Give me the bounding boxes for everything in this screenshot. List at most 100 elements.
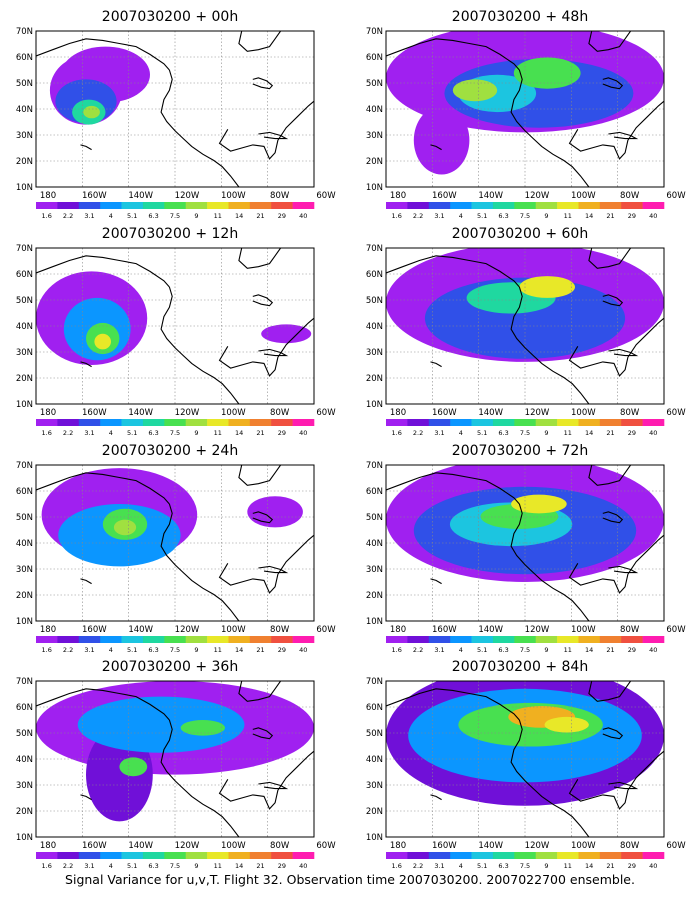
shading-field	[386, 31, 664, 175]
colorbar-swatch	[57, 636, 80, 643]
colorbar-label: 11	[564, 429, 572, 437]
lon-label: 100W	[571, 191, 596, 201]
coastline	[258, 131, 289, 140]
coastline	[238, 681, 282, 702]
lat-label: 60N	[366, 703, 383, 713]
colorbar-swatch	[557, 636, 579, 643]
lat-label: 50N	[16, 729, 33, 739]
lon-label: 80W	[270, 841, 290, 851]
lat-label: 30N	[16, 131, 33, 141]
colorbar-label: 6.3	[148, 429, 158, 437]
coastline	[602, 727, 624, 740]
colorbar-label: 11	[564, 862, 572, 870]
colorbar-swatch	[185, 419, 208, 426]
lat-label: 20N	[16, 591, 33, 601]
colorbar-swatch	[185, 202, 208, 209]
colorbar-swatch	[228, 852, 251, 859]
map-frame	[385, 680, 665, 838]
colorbar-swatch	[514, 852, 536, 859]
variance-contour	[83, 105, 100, 119]
colorbar-label: 3.1	[84, 212, 94, 220]
colorbar-label: 3.1	[434, 646, 444, 654]
coastline	[252, 727, 274, 740]
coastline	[36, 688, 170, 721]
lat-label: 40N	[366, 322, 383, 332]
panel-36h: 2007030200 + 36h 70N 60N 50N 40N 30N 20N 10N 18…	[0, 658, 340, 874]
colorbar-swatch	[121, 419, 144, 426]
colorbar-swatch	[249, 419, 272, 426]
colorbar-swatch	[642, 419, 665, 426]
lat-label: 60N	[366, 53, 383, 63]
coastline	[430, 361, 442, 368]
coastlines	[386, 31, 664, 187]
coastline	[602, 294, 624, 307]
lon-label: 180	[40, 841, 56, 851]
map-frame	[35, 464, 315, 622]
variance-contour	[180, 720, 225, 736]
coastline	[386, 472, 520, 505]
colorbar-label: 11	[564, 212, 572, 220]
lon-label: 120W	[525, 191, 550, 201]
colorbar-swatch	[142, 636, 165, 643]
lat-label: 40N	[16, 755, 33, 765]
colorbar-swatch	[642, 636, 665, 643]
coastline	[218, 100, 314, 160]
coastline	[608, 565, 639, 574]
coastline	[386, 255, 520, 288]
colorbar-swatch	[557, 852, 579, 859]
colorbar-label: 2.2	[413, 212, 423, 220]
lon-label: 160W	[82, 191, 107, 201]
panel-72h: 2007030200 + 72h 70N 60N 50N 40N 30N 20N 10N 18…	[350, 442, 690, 658]
colorbar-swatch	[78, 419, 101, 426]
colorbar-label: 4	[109, 646, 113, 654]
colorbar-label: 29	[278, 862, 286, 870]
panel-title: 2007030200 + 24h	[101, 443, 239, 459]
colorbar-label: 3.1	[84, 862, 94, 870]
colorbar-swatch	[642, 852, 665, 859]
coastlines	[36, 31, 314, 187]
colorbar-swatch	[142, 202, 165, 209]
colorbar-label: 4	[109, 212, 113, 220]
map-frame	[35, 30, 315, 188]
lat-label: 20N	[366, 157, 383, 167]
colorbar-label: 5.1	[477, 212, 487, 220]
coastline	[510, 503, 590, 621]
lat-label: 30N	[16, 781, 33, 791]
lat-label: 70N	[16, 244, 33, 254]
colorbar-label: 6.3	[498, 212, 508, 220]
colorbar-swatch	[100, 636, 122, 643]
lon-label: 80W	[270, 191, 290, 201]
lat-label: 40N	[366, 105, 383, 115]
lat-label: 20N	[366, 591, 383, 601]
map-36h: 70N 60N 50N 40N 30N 20N 10N 180 160W 140W 120W 100W…	[16, 677, 336, 870]
colorbar-label: 11	[214, 646, 222, 654]
coastline	[160, 286, 240, 404]
lat-label: 30N	[366, 565, 383, 575]
colorbar-swatch	[228, 636, 251, 643]
lon-label: 180	[390, 625, 406, 635]
colorbar-label: 7.5	[520, 646, 530, 654]
colorbar-label: 29	[278, 429, 286, 437]
colorbar-label: 14	[585, 429, 593, 437]
colorbar-label: 3.1	[84, 646, 94, 654]
shading-field	[49, 46, 150, 125]
colorbar-label: 9	[194, 646, 198, 654]
lon-label: 60W	[666, 625, 686, 635]
colorbar-label: 29	[278, 212, 286, 220]
lon-label: 60W	[666, 408, 686, 418]
colorbar-swatch	[407, 852, 430, 859]
colorbar-label: 29	[278, 646, 286, 654]
colorbar-swatch	[121, 202, 144, 209]
colorbar-swatch	[578, 419, 601, 426]
lat-label: 60N	[16, 487, 33, 497]
colorbar-label: 29	[628, 212, 636, 220]
lon-label: 100W	[221, 191, 246, 201]
variance-contour	[413, 105, 470, 175]
lon-label: 120W	[525, 841, 550, 851]
lat-label: 30N	[366, 781, 383, 791]
colorbar-label: 7.5	[170, 429, 180, 437]
lon-label: 160W	[432, 408, 457, 418]
colorbar-label: 14	[235, 429, 243, 437]
lat-label: 40N	[16, 322, 33, 332]
colorbar-label: 9	[544, 646, 548, 654]
